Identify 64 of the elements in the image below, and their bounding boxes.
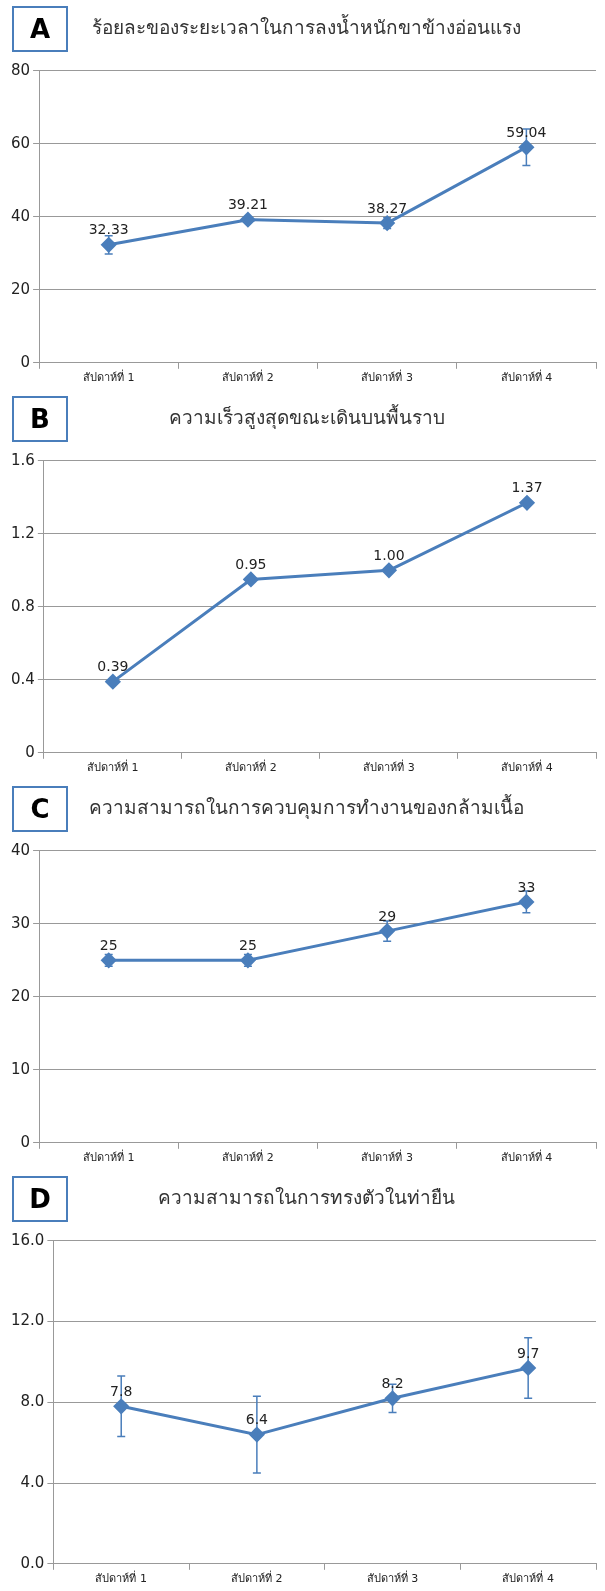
data-label: 29: [378, 907, 397, 924]
point: [105, 674, 121, 690]
data-label: 1.37: [511, 479, 543, 496]
x-tick-label: สัปดาห์ที่ 1: [82, 369, 135, 385]
y-tick-label: 60: [10, 133, 31, 152]
y-tick-label: 16.0: [10, 1230, 45, 1249]
data-label: 0.39: [97, 658, 129, 675]
x-tick-label: สัปดาห์ที่ 3: [363, 759, 415, 775]
y-tick-label: 20: [10, 279, 31, 298]
y-tick-label: 40: [10, 206, 31, 225]
data-label: 33: [517, 878, 536, 895]
x-tick-label: สัปดาห์ที่ 3: [361, 1149, 413, 1165]
y-tick-label: 80: [10, 60, 31, 79]
chart-title: ความเร็วสูงสุดขณะเดินบนพื้นราบ: [168, 404, 445, 431]
chart-title: ความสามารถในการควบคุมการทำงานของกล้ามเนื้อ: [89, 794, 524, 821]
text: C: [12, 786, 68, 832]
x-tick-label: สัปดาห์ที่ 4: [500, 1149, 553, 1165]
x-tick-label: สัปดาห์ที่ 4: [501, 759, 553, 775]
point: [518, 139, 534, 155]
chart-title: ความสามารถในการทรงตัวในท่ายืน: [158, 1186, 455, 1209]
y-tick-label: 12.0: [10, 1311, 45, 1330]
y-tick-label: 0: [20, 352, 31, 371]
y-tick-label: 20: [10, 986, 31, 1005]
y-tick-label: 0: [20, 1132, 31, 1151]
text: D: [12, 1176, 68, 1222]
chart-title: ร้อยละของระยะเวลาในการลงน้ำหนักขาข้างอ่อนแรง: [92, 14, 521, 39]
y-tick-label: 0: [25, 742, 35, 761]
text: A: [12, 6, 68, 52]
data-label: 8.2: [381, 1374, 404, 1391]
x-tick-label: สัปดาห์ที่ 2: [231, 1570, 283, 1586]
x-tick-label: สัปดาห์ที่ 1: [82, 1149, 135, 1165]
x-tick-label: สัปดาห์ที่ 3: [366, 1570, 419, 1586]
y-tick-label: 0.4: [11, 669, 35, 688]
data-label: 39.21: [227, 196, 268, 213]
point: [240, 212, 256, 228]
data-label: 1.00: [373, 546, 405, 563]
y-tick-label: 40: [10, 840, 31, 859]
x-tick-label: สัปดาห์ที่ 4: [500, 369, 553, 385]
y-tick-label: 8.0: [20, 1392, 45, 1411]
x-tick-label: สัปดาห์ที่ 2: [222, 1149, 274, 1165]
x-tick-label: สัปดาห์ที่ 2: [225, 759, 277, 775]
data-label: 25: [99, 936, 118, 953]
y-tick-label: 30: [10, 913, 31, 932]
x-tick-label: สัปดาห์ที่ 1: [95, 1570, 147, 1586]
y-tick-label: 0.8: [11, 596, 35, 615]
x-tick-label: สัปดาห์ที่ 3: [361, 369, 413, 385]
y-tick-label: 10: [10, 1059, 31, 1078]
data-label: 38.27: [367, 199, 408, 216]
y-tick-label: 1.6: [11, 450, 35, 469]
data-label: 25: [239, 936, 257, 953]
y-tick-label: 4.0: [20, 1472, 45, 1491]
text: B: [12, 396, 68, 442]
y-tick-label: 0.0: [20, 1553, 45, 1572]
point: [518, 894, 534, 910]
point: [519, 495, 535, 511]
point: [243, 571, 259, 587]
x-tick-label: สัปดาห์ที่ 2: [222, 369, 274, 385]
point: [385, 1390, 401, 1406]
x-tick-label: สัปดาห์ที่ 1: [87, 759, 139, 775]
data-label: 32.33: [88, 221, 129, 238]
y-tick-label: 1.2: [11, 523, 35, 542]
x-tick-label: สัปดาห์ที่ 4: [502, 1570, 554, 1586]
data-label: 0.95: [235, 556, 267, 573]
point: [381, 562, 397, 578]
